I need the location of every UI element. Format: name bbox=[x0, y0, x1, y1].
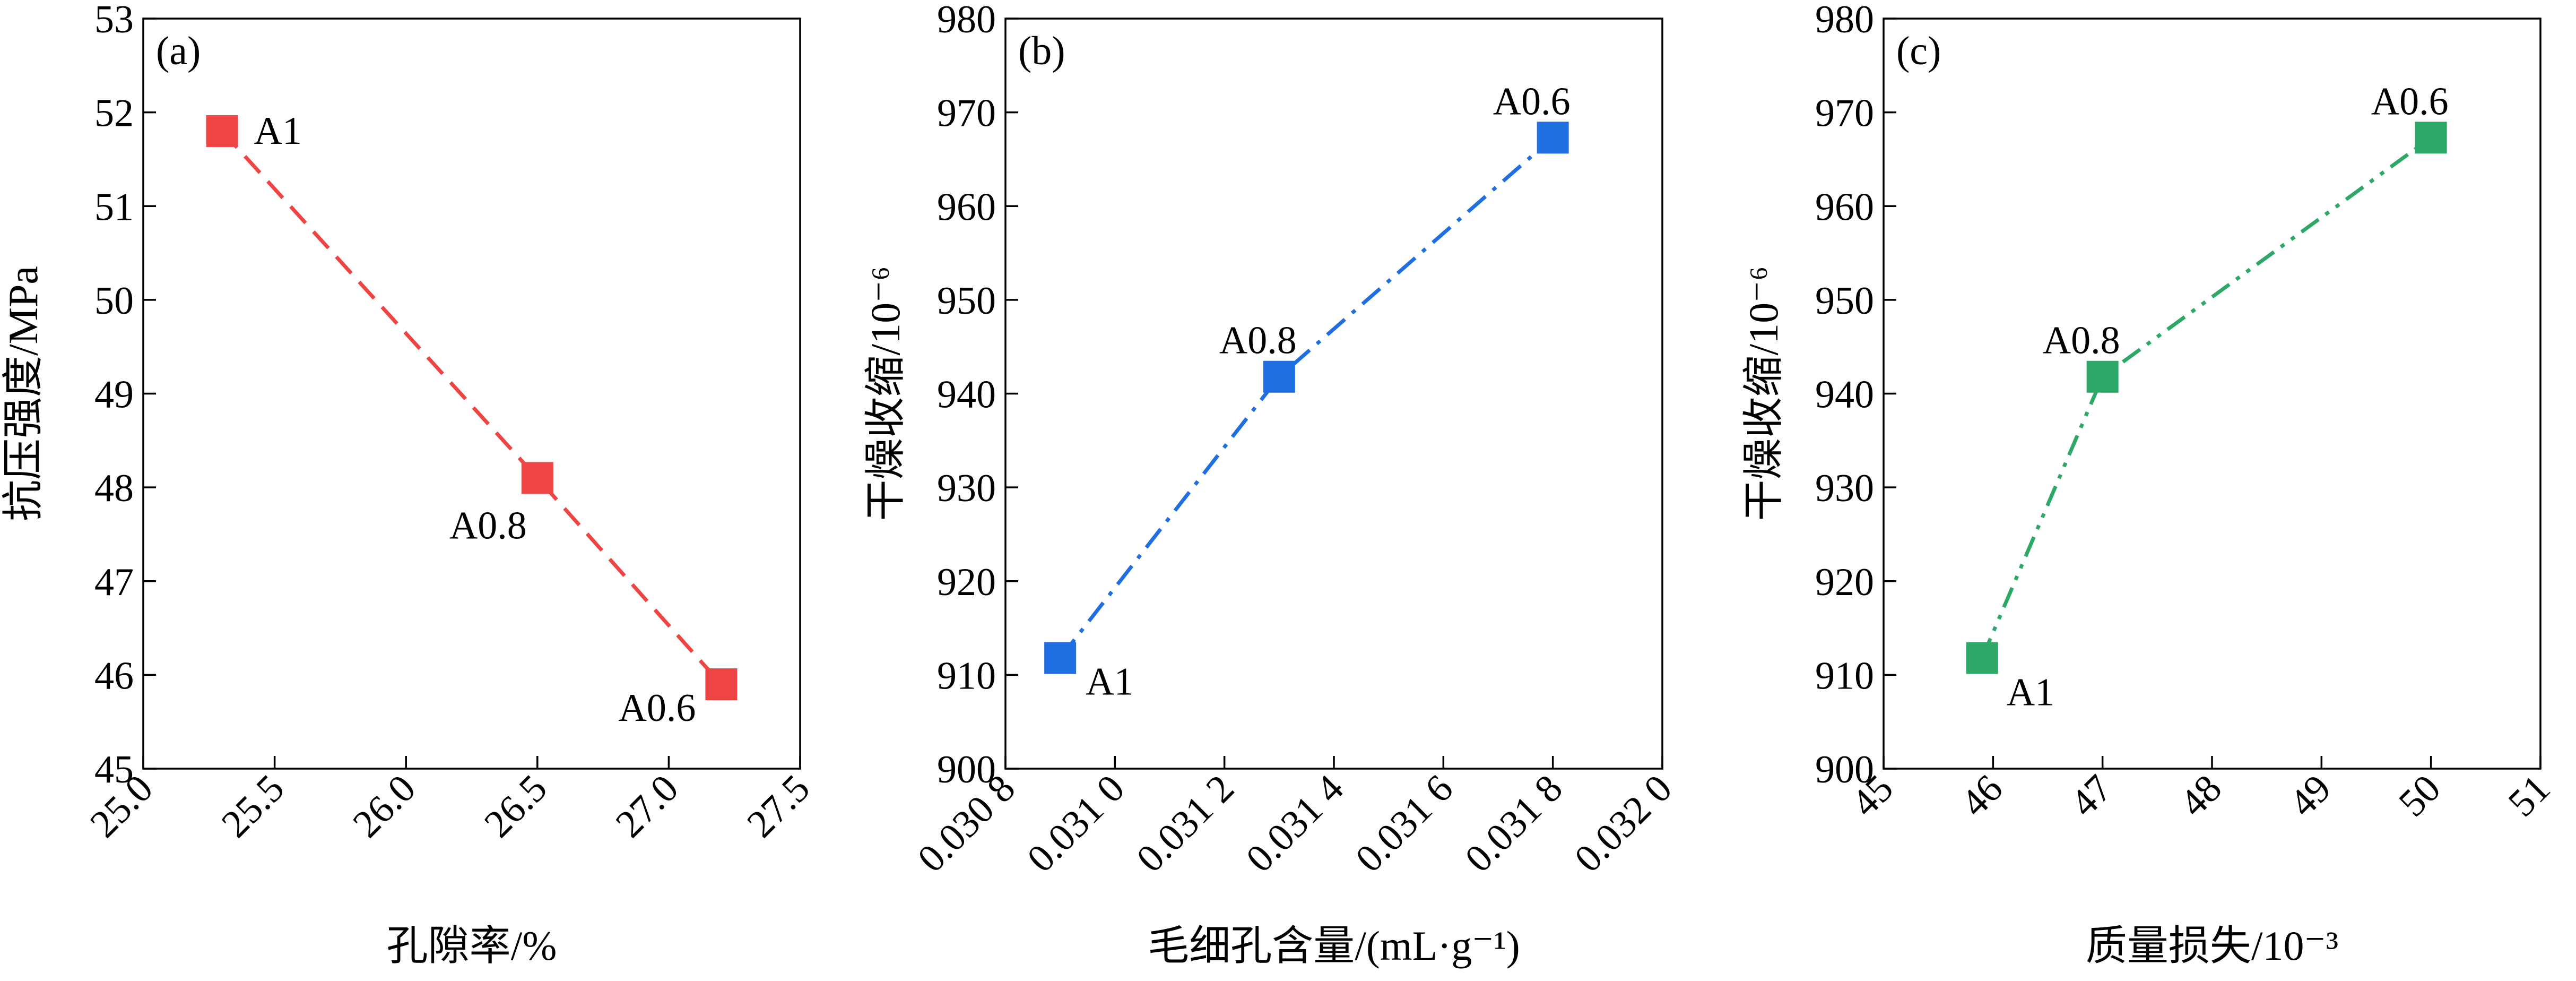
point-label: A0.8 bbox=[2043, 319, 2120, 363]
x-tick-label: 0.032 0 bbox=[1566, 767, 1680, 881]
x-axis-title: 孔隙率/% bbox=[387, 923, 557, 969]
y-tick-label: 950 bbox=[1815, 279, 1874, 323]
y-tick-label: 970 bbox=[1815, 92, 1874, 135]
point-label: A0.8 bbox=[1219, 319, 1297, 363]
y-tick-label: 47 bbox=[94, 561, 134, 604]
y-tick-label: 970 bbox=[937, 92, 996, 135]
point-label: A1 bbox=[2007, 671, 2054, 715]
data-point bbox=[206, 115, 238, 147]
y-tick-label: 50 bbox=[94, 279, 134, 323]
x-tick-label: 0.031 8 bbox=[1457, 767, 1571, 881]
point-label: A1 bbox=[254, 109, 302, 153]
x-tick-label: 25.0 bbox=[82, 767, 161, 846]
x-tick-label: 46 bbox=[1953, 767, 2011, 825]
x-tick-label: 0.031 2 bbox=[1129, 767, 1243, 881]
y-tick-label: 53 bbox=[94, 0, 134, 41]
y-axis-title: 抗压强度/MPa bbox=[0, 266, 46, 521]
y-tick-label: 980 bbox=[1815, 0, 1874, 41]
y-tick-label: 48 bbox=[94, 467, 134, 510]
point-label: A0.6 bbox=[2371, 80, 2449, 123]
series-line bbox=[1980, 136, 2432, 659]
y-tick-label: 900 bbox=[1815, 748, 1874, 791]
data-point bbox=[1966, 642, 1998, 674]
plot-frame bbox=[142, 18, 801, 770]
series-line bbox=[220, 130, 723, 686]
x-tick-label: 0.031 6 bbox=[1347, 767, 1461, 881]
y-axis-title: 干燥收缩/10⁻⁶ bbox=[1740, 266, 1786, 521]
y-tick-label: 46 bbox=[94, 654, 134, 698]
y-axis-title: 干燥收缩/10⁻⁶ bbox=[862, 266, 908, 521]
data-point bbox=[1537, 122, 1569, 154]
data-point bbox=[705, 668, 738, 701]
data-point bbox=[2415, 122, 2447, 154]
y-tick-label: 940 bbox=[937, 373, 996, 417]
y-tick-label: 49 bbox=[94, 373, 134, 417]
y-tick-label: 900 bbox=[937, 748, 996, 791]
y-tick-label: 980 bbox=[937, 0, 996, 41]
chart-panel-1: 45 46 47 48 49 50 51 52 53 25.0 25.5 26.0 26.5 27.0 27… bbox=[0, 0, 818, 969]
y-tick-label: 960 bbox=[937, 185, 996, 229]
y-tick-label: 52 bbox=[94, 92, 134, 135]
x-axis-title: 毛细孔含量/(mL·g⁻¹) bbox=[1148, 923, 1520, 969]
x-tick-label: 50 bbox=[2390, 767, 2449, 825]
x-tick-label: 25.5 bbox=[213, 767, 293, 846]
data-point bbox=[521, 462, 553, 494]
x-tick-label: 27.0 bbox=[608, 767, 687, 846]
x-tick-label: 27.5 bbox=[739, 767, 818, 846]
data-point bbox=[1044, 642, 1077, 674]
data-point bbox=[2086, 360, 2119, 393]
data-point bbox=[1263, 360, 1295, 393]
x-tick-label: 26.5 bbox=[476, 767, 556, 846]
point-label: A0.8 bbox=[449, 504, 527, 547]
point-label: A0.6 bbox=[618, 686, 696, 730]
y-tick-label: 920 bbox=[1815, 561, 1874, 604]
y-tick-label: 920 bbox=[937, 561, 996, 604]
y-tick-label: 960 bbox=[1815, 185, 1874, 229]
x-tick-label: 26.0 bbox=[345, 767, 424, 846]
y-tick-label: 930 bbox=[1815, 467, 1874, 510]
x-tick-label: 0.031 4 bbox=[1238, 767, 1352, 881]
y-tick-label: 45 bbox=[94, 748, 134, 791]
x-tick-label: 49 bbox=[2281, 767, 2339, 825]
y-tick-label: 51 bbox=[94, 185, 134, 229]
point-label: A1 bbox=[1086, 660, 1133, 704]
y-tick-label: 910 bbox=[937, 654, 996, 698]
panel-tag: (a) bbox=[156, 29, 201, 73]
x-axis-title: 质量损失/10⁻³ bbox=[2086, 923, 2338, 969]
y-tick-label: 930 bbox=[937, 467, 996, 510]
panel-tag: (c) bbox=[1896, 29, 1941, 73]
series-line bbox=[1059, 136, 1554, 659]
x-tick-label: 0.031 0 bbox=[1019, 767, 1133, 881]
x-tick-label: 47 bbox=[2062, 767, 2120, 825]
y-tick-label: 950 bbox=[937, 279, 996, 323]
y-tick-label: 910 bbox=[1815, 654, 1874, 698]
x-tick-label: 48 bbox=[2172, 767, 2230, 825]
x-tick-label: 51 bbox=[2500, 767, 2558, 825]
point-label: A0.6 bbox=[1493, 80, 1571, 123]
y-tick-label: 940 bbox=[1815, 373, 1874, 417]
panel-tag: (b) bbox=[1018, 29, 1065, 73]
